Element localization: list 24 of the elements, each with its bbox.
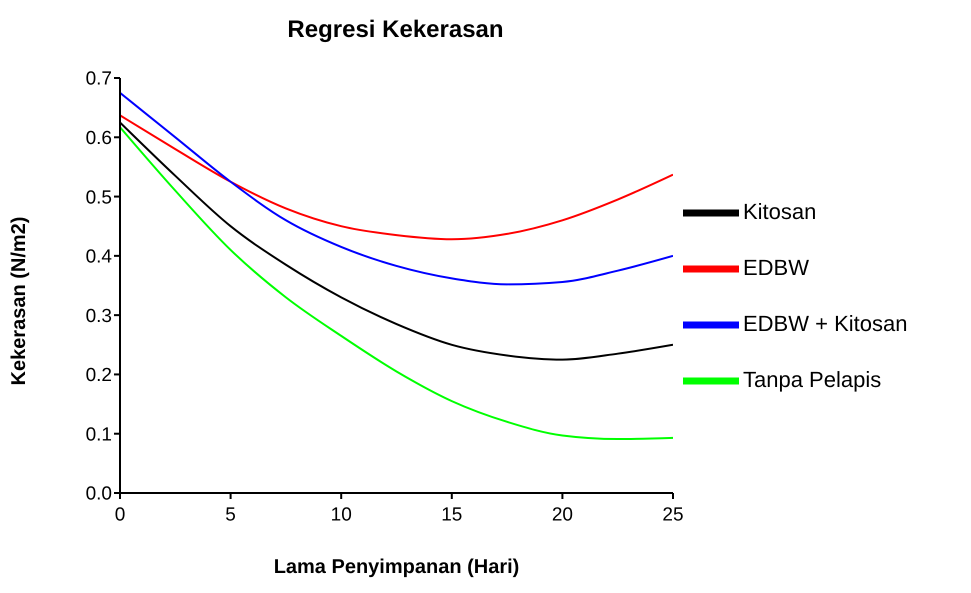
y-tick-label: 0.1: [86, 424, 112, 446]
y-tick-label: 0.7: [86, 68, 112, 90]
x-tick-label: 15: [441, 504, 462, 526]
legend-label: EDBW + Kitosan: [743, 310, 908, 336]
x-tick-label: 25: [662, 504, 684, 526]
legend-label: Tanpa Pelapis: [743, 366, 882, 392]
y-tick-label: 0.5: [86, 187, 112, 208]
x-tick-label: 20: [552, 504, 573, 526]
line-series: [120, 92, 673, 286]
y-tick-label: 0.3: [86, 306, 112, 327]
y-tick-label: 0.2: [86, 365, 112, 386]
legend-label: Kitosan: [743, 198, 816, 224]
line-series: [120, 126, 673, 440]
x-axis-title: Lama Penyimpanan (Hari): [274, 556, 520, 578]
y-tick-label: 0.6: [86, 128, 112, 150]
y-tick-label: 0.4: [86, 246, 112, 268]
x-tick-label: 0: [114, 504, 126, 526]
line-series: [120, 114, 673, 240]
x-tick-label: 5: [225, 504, 236, 526]
chart-title: Regresi Kekerasan: [286, 16, 505, 44]
x-tick-label: 10: [330, 504, 352, 526]
legend-label: EDBW: [743, 254, 809, 280]
y-tick-label: 0.0: [86, 484, 112, 505]
y-axis-title: Kekerasan (N/m2): [8, 216, 30, 386]
